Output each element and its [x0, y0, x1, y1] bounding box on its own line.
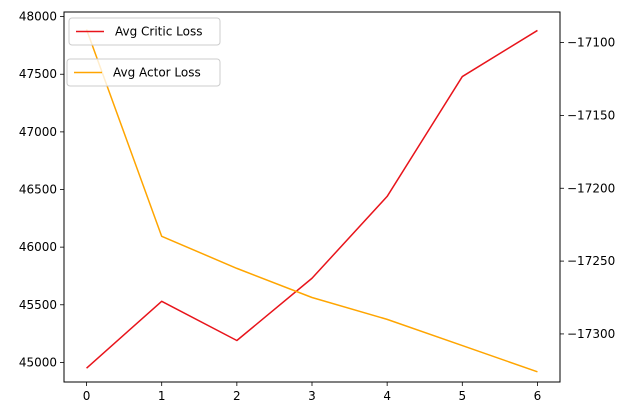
x-tick-label: 5	[458, 389, 466, 403]
y-left-tick-label: 46500	[19, 183, 57, 197]
legend-critic-loss: Avg Critic Loss	[68, 17, 221, 46]
x-tick-label: 0	[83, 389, 91, 403]
x-tick-label: 1	[158, 389, 166, 403]
legend-actor-loss: Avg Actor Loss	[66, 58, 221, 87]
y-left-tick-label: 45000	[19, 355, 57, 369]
y-left-tick-label: 45500	[19, 298, 57, 312]
y-left-tick-label: 47000	[19, 125, 57, 139]
x-tick-label: 6	[534, 389, 542, 403]
series-line-actor-loss	[85, 29, 538, 373]
y-right-tick-label: −17250	[567, 254, 615, 268]
legend-frame	[66, 58, 221, 87]
y-axis-right: −17100 −17150 −17200 −17250 −17300	[560, 36, 615, 341]
series-line-critic-loss	[86, 29, 538, 369]
y-right-tick-label: −17100	[567, 36, 615, 50]
x-tick-label: 3	[308, 389, 316, 403]
y-left-tick-label: 48000	[19, 10, 57, 24]
y-right-tick-label: −17300	[567, 327, 615, 341]
y-left-tick-label: 47500	[19, 67, 57, 81]
legend-frame	[68, 17, 221, 46]
y-left-tick-label: 46000	[19, 240, 57, 254]
x-tick-label: 4	[383, 389, 391, 403]
x-axis: 0 1 2 3 4 5 6	[83, 382, 542, 403]
y-axis-left: 45000 45500 46000 46500 47000 47500 48000	[19, 10, 64, 369]
legend-label-actor: Avg Actor Loss	[113, 66, 201, 80]
y-right-tick-label: −17150	[567, 108, 615, 122]
legend-label-critic: Avg Critic Loss	[115, 25, 202, 39]
y-right-tick-label: −17200	[567, 181, 615, 195]
x-tick-label: 2	[233, 389, 241, 403]
